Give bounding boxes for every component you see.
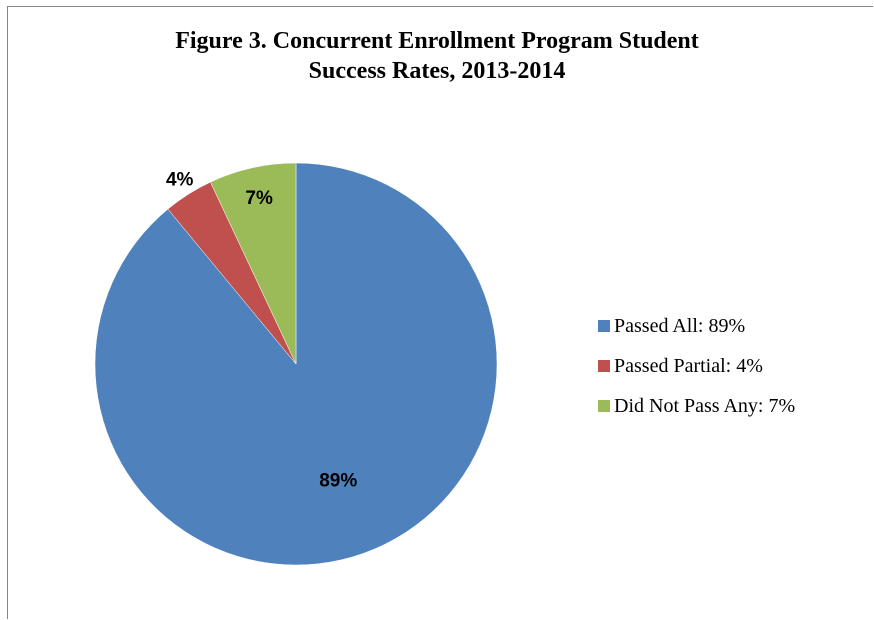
legend-item-passed-all: Passed All: 89%: [598, 306, 795, 346]
legend-item-did-not-pass: Did Not Pass Any: 7%: [598, 386, 795, 426]
legend-swatch-did-not-pass: [598, 400, 610, 412]
chart-title: Figure 3. Concurrent Enrollment Program …: [0, 26, 874, 86]
legend-item-passed-partial: Passed Partial: 4%: [598, 346, 795, 386]
legend: Passed All: 89% Passed Partial: 4% Did N…: [598, 306, 795, 426]
chart-frame: [7, 6, 873, 619]
pie-slice-did-not-pass: [210, 162, 297, 365]
chart-title-line-1: Figure 3. Concurrent Enrollment Program …: [175, 28, 699, 54]
legend-swatch-passed-partial: [598, 360, 610, 372]
legend-label-passed-partial: Passed Partial: 4%: [614, 354, 763, 377]
data-label-passed-all: 89%: [319, 470, 357, 491]
legend-label-did-not-pass: Did Not Pass Any: 7%: [614, 394, 796, 417]
data-label-passed-partial: 4%: [166, 170, 194, 191]
chart-title-line-2: Success Rates, 2013-2014: [308, 58, 566, 84]
data-label-did-not-pass: 7%: [245, 188, 273, 209]
legend-label-passed-all: Passed All: 89%: [614, 314, 746, 337]
legend-swatch-passed-all: [598, 320, 610, 332]
